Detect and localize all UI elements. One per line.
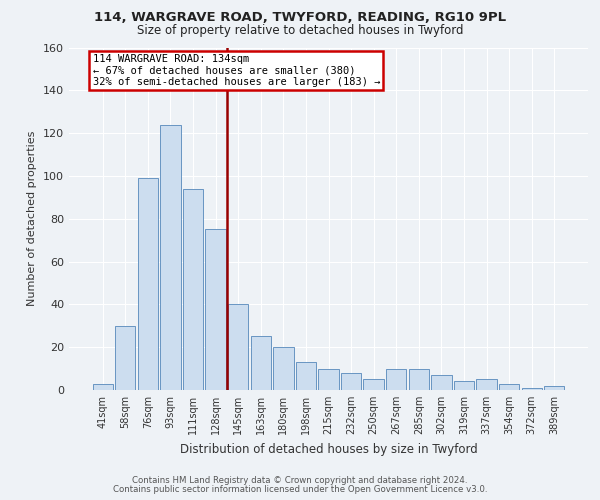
Text: 114 WARGRAVE ROAD: 134sqm
← 67% of detached houses are smaller (380)
32% of semi: 114 WARGRAVE ROAD: 134sqm ← 67% of detac… — [92, 54, 380, 87]
Bar — [454, 382, 474, 390]
Bar — [364, 380, 384, 390]
Bar — [476, 380, 497, 390]
Bar — [251, 336, 271, 390]
Bar — [341, 373, 361, 390]
Text: Contains HM Land Registry data © Crown copyright and database right 2024.: Contains HM Land Registry data © Crown c… — [132, 476, 468, 485]
Y-axis label: Number of detached properties: Number of detached properties — [28, 131, 37, 306]
Bar — [138, 178, 158, 390]
X-axis label: Distribution of detached houses by size in Twyford: Distribution of detached houses by size … — [179, 442, 478, 456]
Text: 114, WARGRAVE ROAD, TWYFORD, READING, RG10 9PL: 114, WARGRAVE ROAD, TWYFORD, READING, RG… — [94, 11, 506, 24]
Bar — [160, 124, 181, 390]
Bar — [296, 362, 316, 390]
Bar — [183, 189, 203, 390]
Bar — [499, 384, 519, 390]
Text: Size of property relative to detached houses in Twyford: Size of property relative to detached ho… — [137, 24, 463, 37]
Bar — [205, 230, 226, 390]
Bar — [319, 368, 338, 390]
Text: Contains public sector information licensed under the Open Government Licence v3: Contains public sector information licen… — [113, 485, 487, 494]
Bar — [521, 388, 542, 390]
Bar — [409, 368, 429, 390]
Bar — [228, 304, 248, 390]
Bar — [92, 384, 113, 390]
Bar — [431, 375, 452, 390]
Bar — [544, 386, 565, 390]
Bar — [273, 347, 293, 390]
Bar — [386, 368, 406, 390]
Bar — [115, 326, 136, 390]
